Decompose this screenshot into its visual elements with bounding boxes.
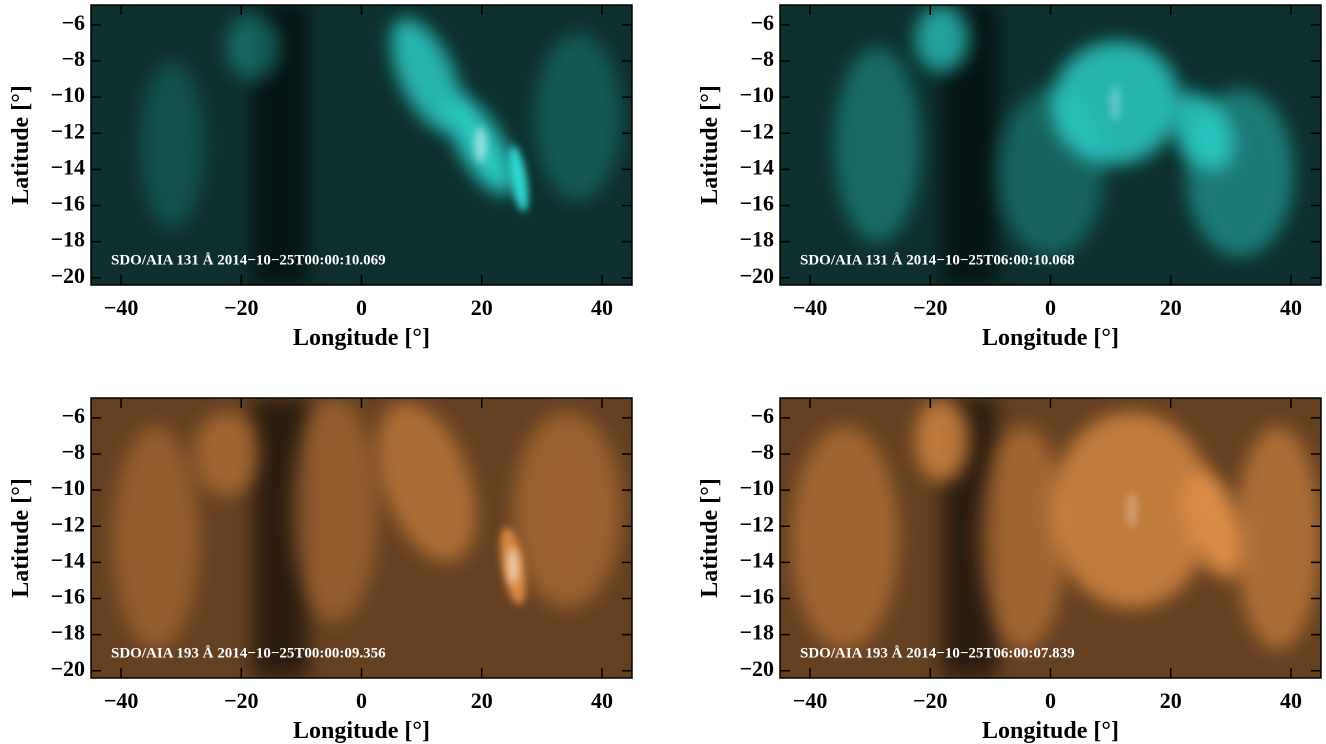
y-tick-label: −14: [739, 547, 774, 572]
y-axis-label: Latitude [°]: [697, 478, 723, 598]
x-tick-label: 0: [1045, 295, 1056, 320]
y-tick-label: −10: [50, 82, 85, 107]
y-axis-label: Latitude [°]: [8, 85, 34, 205]
x-axis-label: Longitude [°]: [293, 718, 430, 744]
x-tick-label: 0: [356, 295, 367, 320]
bright-core: [506, 548, 519, 584]
x-tick-label: 20: [471, 295, 493, 320]
y-tick-label: −20: [739, 263, 774, 288]
y-tick-label: −12: [739, 511, 774, 536]
x-tick-label: −20: [913, 295, 948, 320]
x-tick-label: 40: [1280, 688, 1302, 713]
x-tick-label: −20: [913, 688, 948, 713]
y-tick-label: −6: [750, 10, 774, 35]
annotation: SDO/AIA 193 Å 2014−10−25T06:00:07.839: [800, 645, 1075, 661]
bright-region: [139, 61, 205, 229]
x-tick-label: 20: [1160, 295, 1182, 320]
y-tick-label: −16: [739, 191, 774, 216]
x-tick-label: 40: [591, 295, 613, 320]
bright-region: [790, 426, 900, 650]
x-tick-label: 20: [471, 688, 493, 713]
panel: −40 −20 0 20 40 −20 −18 −16 −14 −12 −10 −8 −6 Longitu…: [697, 397, 1322, 744]
x-axis-label: Longitude [°]: [982, 325, 1119, 351]
y-tick-label: −8: [61, 46, 85, 71]
y-tick-label: −14: [50, 547, 85, 572]
annotation: SDO/AIA 131 Å 2014−10−25T06:00:10.068: [800, 252, 1075, 268]
y-axis-label: Latitude [°]: [8, 478, 34, 598]
x-tick-label: 0: [1045, 688, 1056, 713]
x-tick-label: −40: [104, 295, 139, 320]
bright-region: [534, 33, 622, 201]
y-tick-label: −12: [50, 511, 85, 536]
x-tick-label: 20: [1160, 688, 1182, 713]
y-tick-label: −18: [739, 620, 774, 645]
y-tick-label: −18: [50, 620, 85, 645]
y-tick-label: −12: [739, 118, 774, 143]
bright-region: [915, 5, 970, 73]
bright-region: [226, 13, 281, 81]
y-tick-label: −8: [750, 46, 774, 71]
x-tick-label: 40: [591, 688, 613, 713]
panel: −40 −20 0 20 40 −20 −18 −16 −14 −12 −10 −8 −6 Longitu…: [8, 397, 633, 744]
x-tick-label: −20: [224, 688, 259, 713]
panel: −40 −20 0 20 40 −20 −18 −16 −14 −12 −10 −8 −6 Longitu…: [697, 4, 1322, 351]
solar-image: [780, 5, 1321, 285]
solar-image: [780, 398, 1321, 678]
x-tick-label: 0: [356, 688, 367, 713]
bright-region: [291, 398, 378, 622]
y-tick-label: −16: [50, 191, 85, 216]
bright-region: [996, 89, 1105, 257]
bright-region: [915, 398, 970, 482]
y-tick-label: −14: [50, 154, 85, 179]
y-tick-label: −16: [50, 584, 85, 609]
y-tick-label: −12: [50, 118, 85, 143]
x-tick-label: −40: [793, 295, 828, 320]
y-tick-label: −10: [50, 475, 85, 500]
x-tick-label: −20: [224, 295, 259, 320]
y-tick-label: −20: [739, 656, 774, 681]
solar-image: [91, 5, 632, 285]
y-tick-label: −20: [50, 263, 85, 288]
bright-region: [1185, 89, 1294, 257]
y-tick-label: −18: [50, 227, 85, 252]
bright-region: [112, 426, 200, 650]
bright-region: [193, 412, 259, 496]
y-tick-label: −16: [739, 584, 774, 609]
y-axis-label: Latitude [°]: [697, 85, 723, 205]
y-tick-label: −18: [739, 227, 774, 252]
y-tick-label: −10: [739, 82, 774, 107]
bright-region: [508, 145, 529, 212]
bright-region: [1180, 470, 1245, 578]
bright-region: [980, 426, 1067, 650]
y-tick-label: −8: [750, 439, 774, 464]
x-tick-label: −40: [793, 688, 828, 713]
bright-core: [1109, 85, 1122, 121]
panel: −40 −20 0 20 40 −20 −18 −16 −14 −12 −10 −8 −6 Longitu…: [8, 4, 633, 351]
annotation: SDO/AIA 131 Å 2014−10−25T00:00:10.069: [111, 252, 386, 268]
bright-region: [376, 401, 477, 563]
y-tick-label: −6: [61, 10, 85, 35]
bright-core: [1125, 492, 1138, 528]
bright-region: [390, 18, 463, 132]
x-axis-label: Longitude [°]: [293, 325, 430, 351]
x-tick-label: −40: [104, 688, 139, 713]
bright-region: [1234, 426, 1321, 650]
bright-core: [474, 127, 487, 163]
bright-region: [512, 412, 622, 608]
y-tick-label: −10: [739, 475, 774, 500]
y-tick-label: −6: [750, 403, 774, 428]
y-tick-label: −6: [61, 403, 85, 428]
y-tick-label: −8: [61, 439, 85, 464]
x-tick-label: 40: [1280, 295, 1302, 320]
solar-image: [91, 398, 632, 678]
x-axis-label: Longitude [°]: [982, 718, 1119, 744]
annotation: SDO/AIA 193 Å 2014−10−25T00:00:09.356: [111, 645, 386, 661]
bright-region: [834, 47, 921, 243]
y-tick-label: −14: [739, 154, 774, 179]
y-tick-label: −20: [50, 656, 85, 681]
